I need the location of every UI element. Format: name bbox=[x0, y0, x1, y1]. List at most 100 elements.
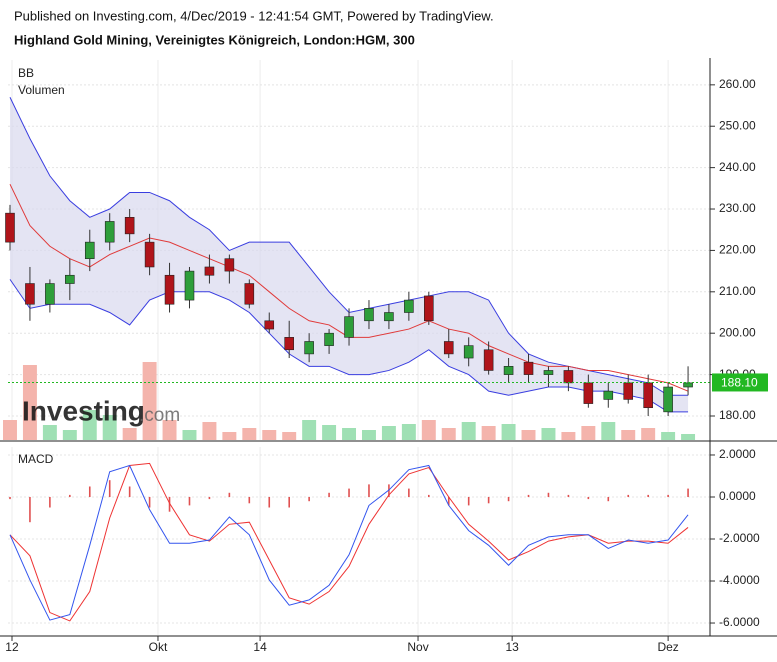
volume-bar bbox=[122, 428, 137, 440]
histogram-bar bbox=[587, 496, 590, 500]
y-tick-label: -4.0000 bbox=[719, 573, 760, 587]
histogram-bar bbox=[607, 496, 610, 502]
volume-bar bbox=[601, 422, 616, 440]
candle-body bbox=[324, 332, 334, 346]
histogram-bar bbox=[148, 496, 151, 508]
volume-bar bbox=[381, 426, 396, 440]
x-tick-label: Okt bbox=[149, 640, 168, 654]
signal-line bbox=[9, 462, 689, 622]
volume-bar bbox=[361, 430, 376, 440]
macd-title: MACD bbox=[18, 452, 54, 466]
bb-lower bbox=[9, 279, 689, 413]
candle-body bbox=[304, 341, 314, 355]
histogram-bar bbox=[108, 480, 111, 497]
y-tick-label: 260.00 bbox=[719, 77, 756, 91]
indicator-label: BB bbox=[18, 66, 34, 80]
candle-body bbox=[523, 361, 534, 375]
candle-body bbox=[643, 382, 653, 409]
candle-body bbox=[284, 337, 294, 351]
volume-bar bbox=[322, 425, 337, 440]
candle-body bbox=[124, 216, 135, 235]
histogram-bar bbox=[567, 494, 570, 497]
histogram-bar bbox=[168, 496, 171, 512]
histogram-bar bbox=[288, 496, 290, 508]
histogram-bar bbox=[667, 494, 669, 497]
histogram-bar bbox=[248, 496, 251, 504]
volume-bar bbox=[242, 428, 257, 440]
plot-layer: 180.00190.00200.00210.00220.00230.00240.… bbox=[0, 58, 777, 654]
histogram-bar bbox=[467, 496, 470, 506]
last-price-label: 188.10 bbox=[721, 376, 758, 390]
histogram-bar bbox=[408, 488, 410, 497]
histogram-bar bbox=[547, 492, 550, 497]
candle-body bbox=[264, 320, 275, 330]
candle-body bbox=[25, 283, 35, 305]
histogram-bar bbox=[268, 496, 271, 508]
x-tick-label: Nov bbox=[407, 640, 428, 654]
y-tick-label: 0.0000 bbox=[719, 489, 756, 503]
candle-body bbox=[404, 299, 414, 313]
histogram-bar bbox=[328, 492, 330, 497]
histogram-bar bbox=[487, 496, 490, 504]
candle-body bbox=[5, 212, 15, 243]
volume-bar bbox=[641, 428, 656, 440]
histogram-bar bbox=[49, 496, 51, 508]
candle-body bbox=[483, 349, 494, 371]
volume-bar bbox=[42, 425, 57, 440]
volume-bar bbox=[3, 420, 17, 440]
volume-bar bbox=[222, 432, 237, 440]
x-tick-label: 12 bbox=[5, 640, 19, 654]
x-tick-label: 14 bbox=[253, 640, 267, 654]
histogram-bar bbox=[9, 496, 11, 500]
volume-bar bbox=[282, 432, 297, 440]
y-tick-label: -6.0000 bbox=[719, 615, 760, 629]
volume-bar bbox=[302, 420, 317, 440]
candle-body bbox=[424, 295, 434, 322]
histogram-bar bbox=[348, 488, 350, 497]
volume-bar bbox=[461, 422, 476, 440]
volume-bar bbox=[421, 420, 436, 440]
candle-body bbox=[244, 283, 255, 305]
histogram-bar bbox=[188, 496, 191, 506]
volume-bar bbox=[661, 432, 676, 440]
y-tick-label: -2.0000 bbox=[719, 531, 760, 545]
candle-body bbox=[384, 312, 394, 322]
y-tick-label: 240.00 bbox=[719, 160, 756, 174]
candle-body bbox=[603, 390, 614, 400]
candle-body bbox=[204, 266, 215, 276]
histogram-bar bbox=[128, 486, 131, 497]
histogram-bar bbox=[208, 496, 211, 500]
candle-body bbox=[503, 366, 514, 375]
histogram-bar bbox=[687, 488, 689, 497]
candle-body bbox=[583, 382, 594, 404]
candle-body bbox=[663, 386, 673, 413]
volume-bar bbox=[681, 434, 696, 440]
volume-bar bbox=[182, 430, 197, 440]
candle-body bbox=[144, 241, 155, 268]
candle-body bbox=[463, 345, 474, 359]
histogram-bar bbox=[69, 494, 71, 497]
volume-bar bbox=[202, 422, 217, 440]
y-tick-label: 220.00 bbox=[719, 243, 756, 257]
histogram-bar bbox=[447, 496, 450, 506]
volume-bar bbox=[621, 430, 636, 440]
volume-bar bbox=[541, 428, 556, 440]
x-tick-label: Dez bbox=[657, 640, 678, 654]
volume-bar bbox=[62, 430, 77, 440]
histogram-bar bbox=[29, 496, 31, 523]
candle-body bbox=[224, 258, 235, 272]
candle-body bbox=[344, 316, 354, 338]
histogram-bar bbox=[627, 494, 630, 497]
y-tick-label: 200.00 bbox=[719, 325, 756, 339]
volume-bar bbox=[82, 410, 97, 440]
indicator-label: Volumen bbox=[18, 83, 65, 97]
histogram-bar bbox=[428, 494, 430, 497]
candle-body bbox=[623, 382, 634, 400]
volume-bar bbox=[162, 420, 177, 440]
volume-bar bbox=[401, 424, 416, 440]
candle-body bbox=[45, 283, 55, 305]
volume-bar bbox=[581, 426, 596, 440]
candle-body bbox=[104, 221, 115, 243]
volume-bar bbox=[501, 424, 516, 440]
